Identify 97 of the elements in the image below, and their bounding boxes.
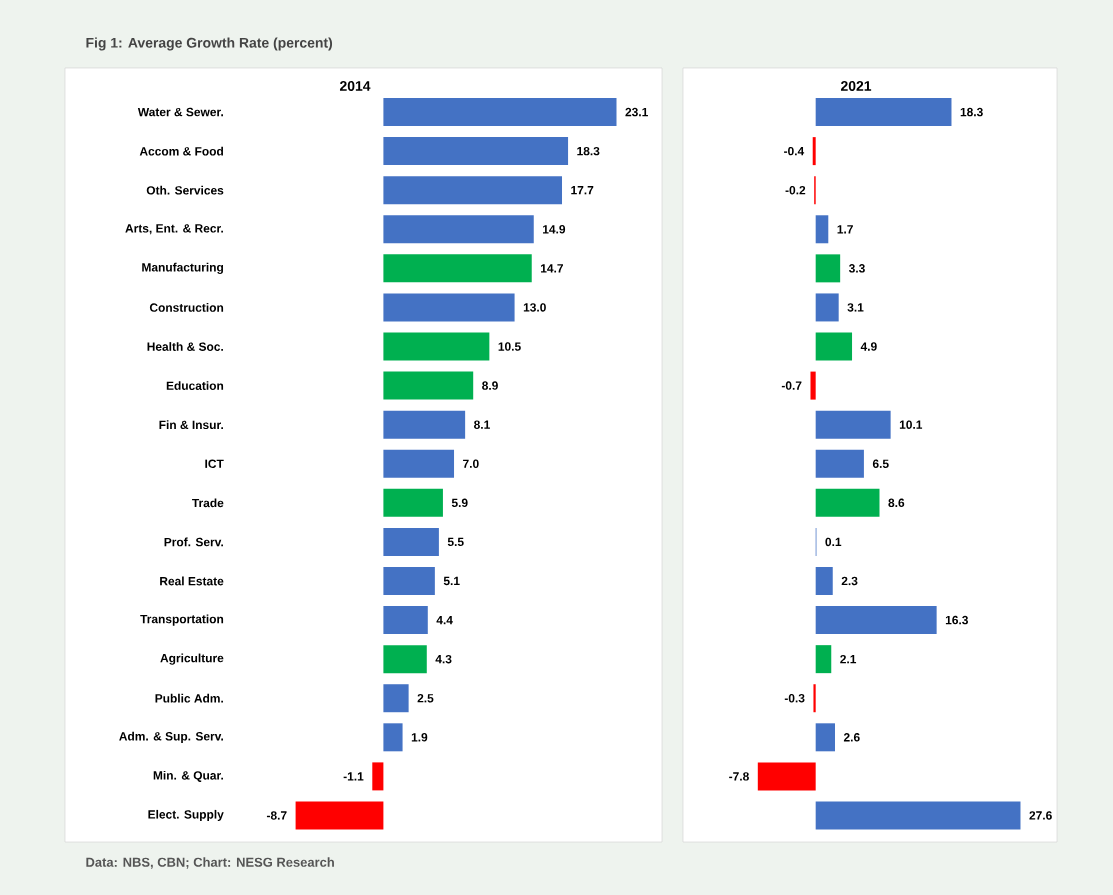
bar <box>383 566 435 595</box>
bar <box>383 215 534 244</box>
bar <box>815 723 835 752</box>
data-label: 2.5 <box>417 694 434 703</box>
data-label: -0.4 <box>784 146 805 156</box>
data-label: 2.3 <box>841 576 858 586</box>
data-label: 8.6 <box>888 498 905 508</box>
chart-title: Fig 1: Average Growth Rate (percent) <box>86 37 333 51</box>
bar <box>815 293 839 322</box>
bar <box>815 566 833 595</box>
data-label: 2.1 <box>840 654 857 664</box>
data-label: -0.7 <box>781 381 802 390</box>
chart-subtitle: 2014 <box>339 81 371 91</box>
data-label: 3.3 <box>848 264 865 273</box>
bar <box>383 527 439 556</box>
data-label: 4.4 <box>436 615 453 625</box>
data-label: 5.5 <box>447 537 464 547</box>
bar <box>372 762 384 791</box>
data-label: 5.1 <box>443 576 460 586</box>
data-label: 7.0 <box>463 459 479 468</box>
y-tick-label: Agriculture <box>160 653 224 665</box>
data-label: 5.9 <box>451 498 468 508</box>
bar <box>383 684 409 713</box>
bar <box>815 98 952 127</box>
bar <box>813 684 816 713</box>
y-tick-label: Transportation <box>140 614 224 626</box>
y-tick-label: Education <box>166 381 224 390</box>
bar <box>815 488 880 517</box>
data-label: 4.3 <box>435 654 452 664</box>
bar <box>383 332 490 361</box>
bar <box>383 645 427 674</box>
y-tick-label: Construction <box>149 303 224 312</box>
bar <box>815 410 891 439</box>
bar <box>383 371 474 400</box>
y-tick-label: Adm. & Sup. Serv. <box>119 731 223 743</box>
bar <box>383 293 515 322</box>
data-label: -1.1 <box>343 772 364 781</box>
data-label: 1.9 <box>411 733 428 742</box>
y-tick-label: Fin & Insur. <box>159 420 223 430</box>
bar <box>383 449 455 478</box>
data-label: 1.7 <box>837 225 853 234</box>
data-label: 14.7 <box>541 264 563 273</box>
y-tick-label: Public Adm. <box>155 693 223 703</box>
y-tick-label: Arts, Ent. & Recr. <box>125 224 223 235</box>
y-tick-label: ICT <box>205 459 224 468</box>
data-label: 0.1 <box>825 537 842 547</box>
data-label: 4.9 <box>860 342 877 351</box>
text: Data: NBS, CBN; Chart: NESG Research <box>86 857 334 869</box>
bar <box>815 449 864 478</box>
data-label: 16.3 <box>945 615 968 625</box>
bar <box>812 137 816 166</box>
bar <box>810 371 816 400</box>
data-label: 13.0 <box>523 303 546 312</box>
y-tick-label: Min. & Quar. <box>153 770 223 782</box>
y-tick-label: Health & Soc. <box>147 342 223 351</box>
data-label: 10.5 <box>498 342 521 351</box>
y-tick-label: Prof. Serv. <box>164 537 223 547</box>
data-label: 8.9 <box>482 381 498 390</box>
chart-title: 2021 <box>840 81 872 91</box>
bar <box>383 488 443 517</box>
bar <box>295 801 384 830</box>
data-label: 27.6 <box>1029 811 1052 820</box>
data-label: 14.9 <box>543 225 566 234</box>
bar <box>383 98 617 127</box>
y-tick-label: Elect. Supply <box>148 809 224 822</box>
data-label: 18.3 <box>960 107 983 117</box>
data-label: 8.1 <box>474 420 490 429</box>
bar <box>383 137 569 166</box>
bar <box>383 723 403 752</box>
data-label: 18.3 <box>577 146 600 156</box>
data-label: -8.7 <box>266 811 287 820</box>
data-label: 3.1 <box>847 303 864 312</box>
bar <box>757 762 816 791</box>
y-tick-label: Trade <box>192 498 224 508</box>
bar <box>815 215 829 244</box>
bar <box>383 606 428 635</box>
data-label: 23.1 <box>625 107 648 117</box>
data-label: -7.8 <box>729 772 749 781</box>
data-label: 17.7 <box>571 186 594 195</box>
y-tick-label: Water & Sewer. <box>137 107 223 117</box>
bar <box>815 332 853 361</box>
y-tick-label: Accom & Food <box>139 146 223 156</box>
data-label: -0.3 <box>784 693 805 703</box>
data-label: 6.5 <box>872 459 889 468</box>
bar <box>383 410 466 439</box>
data-label: -0.2 <box>785 185 806 195</box>
bar <box>815 645 832 674</box>
bar <box>815 254 841 283</box>
data-label: 10.1 <box>899 420 923 429</box>
bar <box>815 801 1021 830</box>
y-tick-label: Manufacturing <box>142 262 223 274</box>
bar <box>383 254 532 283</box>
y-tick-label: Real Estate <box>160 576 224 586</box>
bar <box>815 606 937 635</box>
data-label: 2.6 <box>843 733 860 742</box>
bar <box>383 176 563 205</box>
y-tick-label: Oth. Services <box>146 185 224 195</box>
